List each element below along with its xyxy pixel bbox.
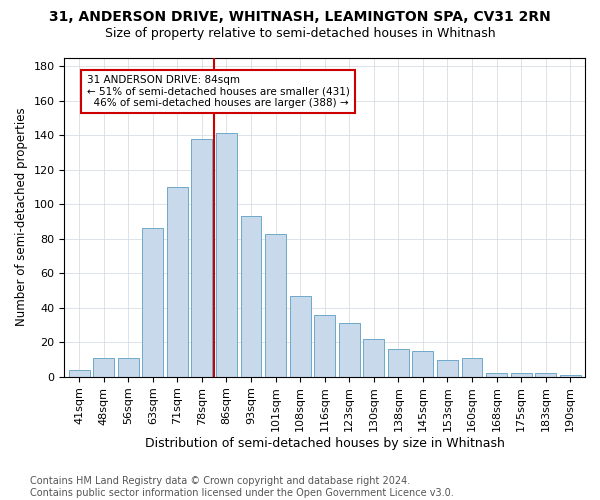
Bar	[118, 358, 139, 377]
Text: 31 ANDERSON DRIVE: 84sqm
← 51% of semi-detached houses are smaller (431)
  46% o: 31 ANDERSON DRIVE: 84sqm ← 51% of semi-d…	[86, 75, 349, 108]
Bar	[388, 349, 409, 377]
Bar	[191, 138, 212, 377]
Bar	[511, 374, 532, 377]
Bar	[560, 375, 581, 377]
Bar	[241, 216, 262, 377]
Bar	[412, 351, 433, 377]
Bar	[437, 360, 458, 377]
Bar	[216, 134, 237, 377]
Bar	[461, 358, 482, 377]
Bar	[486, 374, 507, 377]
Bar	[167, 187, 188, 377]
Bar	[69, 370, 89, 377]
X-axis label: Distribution of semi-detached houses by size in Whitnash: Distribution of semi-detached houses by …	[145, 437, 505, 450]
Text: Contains HM Land Registry data © Crown copyright and database right 2024.
Contai: Contains HM Land Registry data © Crown c…	[30, 476, 454, 498]
Bar	[314, 314, 335, 377]
Bar	[93, 358, 114, 377]
Bar	[142, 228, 163, 377]
Text: 31, ANDERSON DRIVE, WHITNASH, LEAMINGTON SPA, CV31 2RN: 31, ANDERSON DRIVE, WHITNASH, LEAMINGTON…	[49, 10, 551, 24]
Bar	[364, 339, 384, 377]
Bar	[265, 234, 286, 377]
Bar	[290, 296, 311, 377]
Bar	[535, 374, 556, 377]
Y-axis label: Number of semi-detached properties: Number of semi-detached properties	[15, 108, 28, 326]
Bar	[339, 324, 359, 377]
Text: Size of property relative to semi-detached houses in Whitnash: Size of property relative to semi-detach…	[104, 28, 496, 40]
